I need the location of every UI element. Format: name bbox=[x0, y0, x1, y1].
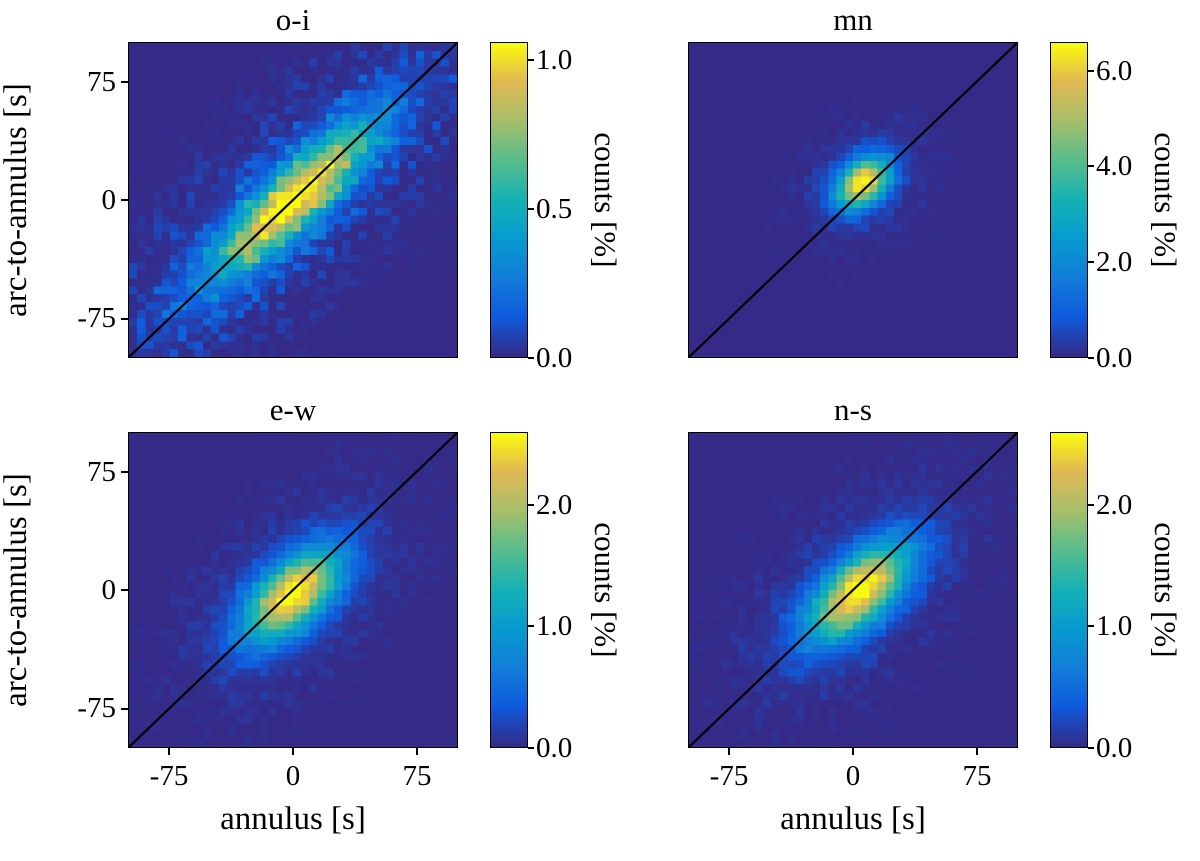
colorbar-gradient bbox=[491, 433, 527, 747]
colorbar-tick-label: 2.0 bbox=[1096, 246, 1133, 279]
panel-o-i: o-i arc-to-annulus [s] 75 0 -75 0.0 0.5 … bbox=[0, 0, 623, 390]
colorbar-tick-label: 0.0 bbox=[536, 732, 573, 764]
x-tick-mark bbox=[292, 748, 294, 755]
y-tick-mark bbox=[121, 199, 128, 201]
x-tick-mark bbox=[728, 748, 731, 755]
identity-line bbox=[129, 433, 457, 747]
x-axis-label: annulus [s] bbox=[780, 801, 926, 837]
colorbar-tick-mark bbox=[1088, 625, 1094, 628]
colorbar-tick-mark bbox=[528, 207, 534, 210]
y-tick-label: 75 bbox=[87, 456, 116, 488]
colorbar-tick-label: 0.0 bbox=[1096, 732, 1133, 764]
y-tick-label: 0 bbox=[101, 184, 117, 216]
colorbar-tick-label: 4.0 bbox=[1096, 150, 1133, 183]
colorbar-gradient bbox=[1051, 433, 1087, 747]
colorbar-o-i bbox=[490, 42, 528, 358]
x-tick-label: 75 bbox=[402, 760, 432, 792]
colorbar-tick-mark bbox=[528, 747, 534, 749]
panel-title-e-w: e-w bbox=[269, 392, 317, 427]
y-tick-label: 75 bbox=[87, 66, 116, 98]
colorbar-tick-mark bbox=[1088, 261, 1094, 264]
heatmap-plot-e-w bbox=[128, 432, 458, 748]
colorbar-tick-label: 1.0 bbox=[536, 43, 573, 76]
x-tick-label: -75 bbox=[149, 760, 189, 792]
panel-title-mn: mn bbox=[833, 2, 873, 37]
colorbar-gradient bbox=[491, 43, 527, 357]
y-tick-mark bbox=[121, 317, 128, 320]
y-tick-mark bbox=[121, 707, 128, 710]
colorbar-gradient bbox=[1051, 43, 1087, 357]
x-axis-label: annulus [s] bbox=[220, 801, 366, 837]
x-tick-label: 0 bbox=[845, 760, 861, 792]
panel-e-w: e-w arc-to-annulus [s] 75 0 -75 -75 0 75… bbox=[0, 390, 623, 861]
colorbar-axis-label: counts [%] bbox=[1148, 522, 1183, 658]
panel-mn: mn 0.0 2.0 4.0 6.0 counts [%] bbox=[600, 0, 1200, 390]
y-axis-label: arc-to-annulus [s] bbox=[0, 473, 34, 707]
x-tick-mark bbox=[852, 748, 854, 755]
colorbar-e-w bbox=[490, 432, 528, 748]
colorbar-tick-mark bbox=[528, 357, 534, 359]
y-tick-label: 0 bbox=[101, 574, 117, 606]
y-tick-label: -75 bbox=[77, 302, 116, 334]
heatmap-plot-o-i bbox=[128, 42, 458, 358]
colorbar-tick-mark bbox=[1088, 69, 1094, 72]
colorbar-tick-mark bbox=[1088, 165, 1094, 168]
heatmap-plot-mn bbox=[688, 42, 1018, 358]
colorbar-tick-label: 6.0 bbox=[1096, 54, 1133, 87]
colorbar-axis-label: counts [%] bbox=[1148, 132, 1183, 268]
x-tick-label: 75 bbox=[962, 760, 992, 792]
y-tick-mark bbox=[121, 80, 128, 83]
colorbar-tick-mark bbox=[528, 503, 534, 506]
colorbar-tick-label: 0.5 bbox=[536, 192, 573, 225]
identity-line bbox=[689, 433, 1017, 747]
colorbar-tick-label: 0.0 bbox=[536, 342, 573, 374]
colorbar-tick-mark bbox=[528, 58, 534, 61]
y-axis-label: arc-to-annulus [s] bbox=[0, 83, 34, 317]
x-tick-label: -75 bbox=[709, 760, 749, 792]
colorbar-tick-label: 2.0 bbox=[536, 488, 573, 521]
colorbar-tick-mark bbox=[1088, 747, 1094, 749]
colorbar-mn bbox=[1050, 42, 1088, 358]
identity-line bbox=[689, 43, 1017, 357]
colorbar-n-s bbox=[1050, 432, 1088, 748]
x-tick-mark bbox=[975, 748, 978, 755]
x-tick-label: 0 bbox=[285, 760, 301, 792]
panel-title-o-i: o-i bbox=[275, 2, 311, 37]
identity-line bbox=[129, 43, 457, 357]
colorbar-tick-mark bbox=[1088, 357, 1094, 359]
colorbar-tick-mark bbox=[1088, 503, 1094, 506]
y-tick-mark bbox=[121, 470, 128, 473]
y-tick-mark bbox=[121, 589, 128, 591]
colorbar-tick-label: 2.0 bbox=[1096, 488, 1133, 521]
y-tick-label: -75 bbox=[77, 692, 116, 724]
heatmap-plot-n-s bbox=[688, 432, 1018, 748]
panel-n-s: n-s -75 0 75 annulus [s] 0.0 1.0 2.0 cou… bbox=[600, 390, 1200, 861]
panel-title-n-s: n-s bbox=[834, 392, 872, 427]
colorbar-tick-label: 1.0 bbox=[536, 610, 573, 643]
colorbar-tick-label: 0.0 bbox=[1096, 342, 1133, 374]
x-tick-mark bbox=[415, 748, 418, 755]
x-tick-mark bbox=[168, 748, 171, 755]
colorbar-tick-mark bbox=[528, 625, 534, 628]
colorbar-tick-label: 1.0 bbox=[1096, 610, 1133, 643]
